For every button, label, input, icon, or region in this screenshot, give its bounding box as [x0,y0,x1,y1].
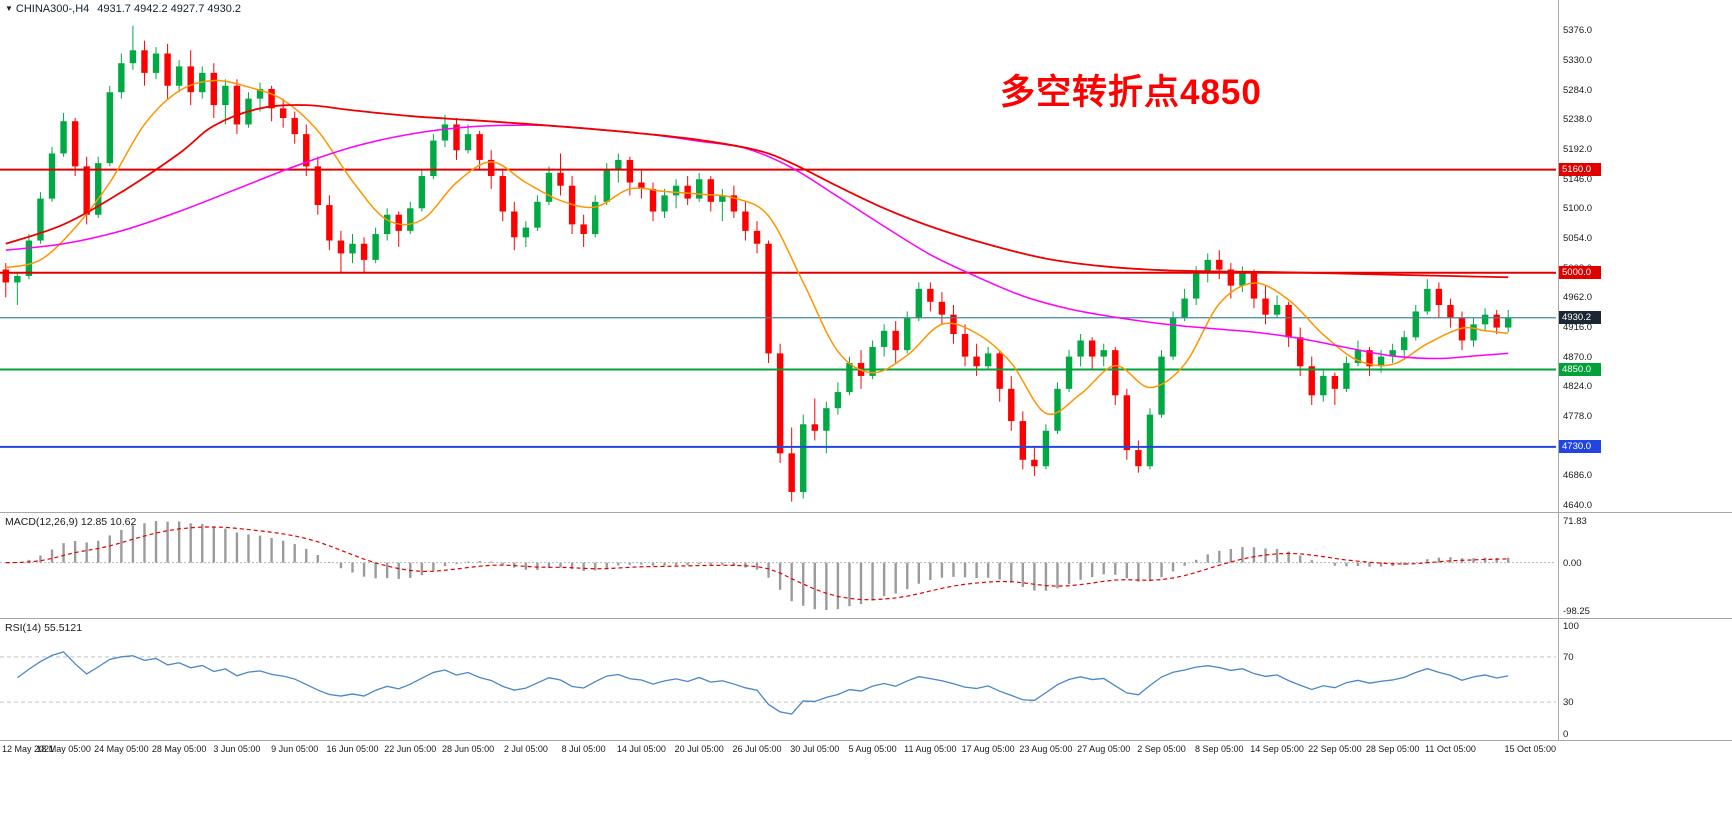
x-axis-label: 28 Jun 05:00 [442,744,495,754]
x-axis-label: 8 Jul 05:00 [561,744,606,754]
price-tag: 5000.0 [1559,266,1601,280]
x-axis-label: 5 Aug 05:00 [848,744,897,754]
rsi-axis-label: 0 [1563,729,1569,740]
y-axis-label: 4640.0 [1563,499,1593,511]
x-axis-label: 24 May 05:00 [94,744,149,754]
macd-axis-label: 71.83 [1563,516,1587,527]
x-axis-label: 28 Sep 05:00 [1365,744,1420,754]
x-axis-label: 30 Jul 05:00 [790,744,840,754]
rsi-indicator-chart[interactable] [0,619,1556,740]
y-axis-label: 4962.0 [1563,292,1593,304]
y-axis-label: 5238.0 [1563,114,1593,126]
x-axis-label: 9 Jun 05:00 [271,744,319,754]
rsi-axis-label: 30 [1563,697,1574,709]
macd-indicator-label: MACD(12,26,9) 12.85 10.62 [5,516,137,528]
x-axis-label: 15 Oct 05:00 [1504,744,1556,754]
pane-divider[interactable] [0,512,1732,513]
current-price-tag: 4930.2 [1559,311,1601,325]
price-tag: 4730.0 [1559,440,1601,454]
x-axis-label: 3 Jun 05:00 [213,744,261,754]
symbol-ohlc-label: ▼ CHINA300-,H4 4931.7 4942.2 4927.7 4930.2 [5,3,241,15]
x-axis-label: 11 Aug 05:00 [904,744,957,754]
macd-axis-label: 0.00 [1563,557,1582,569]
macd-indicator-chart[interactable] [0,513,1556,618]
y-axis-label: 5330.0 [1563,54,1593,66]
x-axis-label: 23 Aug 05:00 [1019,744,1073,754]
y-axis-label: 4778.0 [1563,410,1593,422]
x-axis-label: 2 Sep 05:00 [1137,744,1186,754]
price-axis-divider [1558,0,1559,740]
x-axis-label: 22 Sep 05:00 [1308,744,1362,754]
x-axis-label: 22 Jun 05:00 [384,744,437,754]
x-axis-label: 11 Oct 05:00 [1424,744,1476,754]
price-tag: 5160.0 [1559,163,1601,177]
main-price-chart[interactable] [0,0,1556,512]
x-axis-label: 14 Sep 05:00 [1250,744,1304,754]
x-axis-label: 26 Jul 05:00 [732,744,782,754]
pane-divider[interactable] [0,618,1732,619]
symbol-name: CHINA300-,H4 [15,3,90,15]
x-axis-label: 2 Jul 05:00 [503,744,548,754]
x-axis-label: 18 May 05:00 [36,744,91,754]
x-axis-label: 17 Aug 05:00 [961,744,1015,754]
y-axis-label: 4824.0 [1563,381,1593,393]
y-axis-label: 5146.0 [1563,173,1593,185]
x-axis-label: 14 Jul 05:00 [616,744,666,754]
price-tag: 4850.0 [1559,362,1601,376]
y-axis-label: 4870.0 [1563,351,1593,363]
x-axis-label: 28 May 05:00 [151,744,207,754]
y-axis-label: 5100.0 [1563,203,1593,215]
macd-axis-label: -98.25 [1563,606,1590,617]
y-axis-label: 5054.0 [1563,232,1593,244]
x-axis-label: 8 Sep 05:00 [1195,744,1244,754]
ohlc-values: 4931.7 4942.2 4927.7 4930.2 [97,3,242,15]
rsi-axis-label: 100 [1563,621,1579,632]
y-axis-label: 4916.0 [1563,321,1593,333]
rsi-indicator-label: RSI(14) 55.5121 [5,622,83,634]
pane-divider [0,740,1732,741]
x-axis-label: 16 Jun 05:00 [326,744,379,754]
y-axis-label: 5192.0 [1563,143,1593,155]
x-axis-label: 20 Jul 05:00 [674,744,724,754]
x-axis-label: 12 May 2021 [2,744,55,754]
y-axis-label: 5376.0 [1563,25,1593,37]
y-axis-label: 4686.0 [1563,470,1593,482]
y-axis-label: 5284.0 [1563,84,1593,96]
collapse-triangle-icon[interactable]: ▼ [5,4,13,13]
rsi-axis-label: 70 [1563,651,1574,663]
annotation-text: 多空转折点4850 [1000,73,1262,112]
x-axis-label: 27 Aug 05:00 [1077,744,1131,754]
